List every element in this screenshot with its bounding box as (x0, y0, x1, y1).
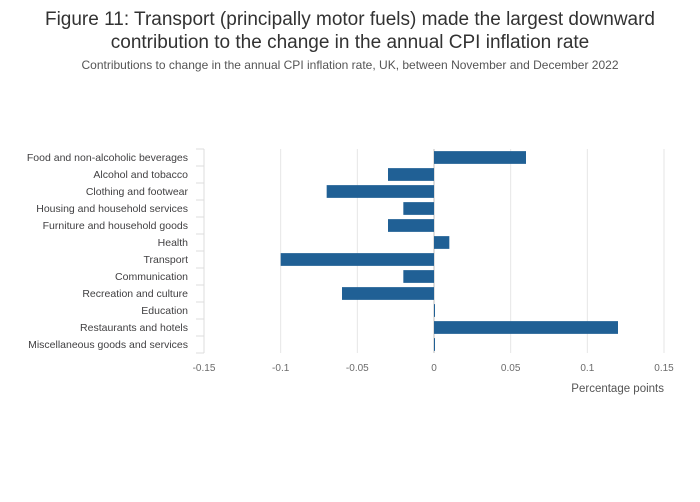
chart-subtitle: Contributions to change in the annual CP… (81, 58, 619, 72)
bar (434, 151, 526, 164)
x-tick-label: -0.15 (193, 363, 216, 374)
bar (326, 185, 434, 198)
category-label: Food and non-alcoholic beverages (27, 152, 188, 164)
bar (434, 338, 435, 351)
category-label: Housing and household services (36, 203, 188, 215)
category-label: Transport (143, 254, 188, 266)
gridlines (196, 148, 665, 354)
category-label: Furniture and household goods (43, 220, 188, 232)
bar (342, 287, 434, 300)
bar (388, 219, 434, 232)
x-tick-label: 0.05 (501, 363, 521, 374)
category-label: Clothing and footwear (86, 186, 189, 198)
x-axis-label: Percentage points (571, 383, 664, 395)
x-tick-label: 0.1 (580, 363, 594, 374)
bar (434, 321, 618, 334)
bar (434, 236, 450, 249)
x-tick-label: 0.15 (654, 363, 674, 374)
x-tick-labels: -0.15 -0.1 -0.05 0 0.05 0.1 0.15 (193, 363, 675, 374)
category-label: Education (141, 305, 188, 317)
category-label: Recreation and culture (82, 288, 188, 300)
x-tick-label: -0.1 (272, 363, 290, 374)
category-labels: Food and non-alcoholic beverages Alcohol … (27, 152, 189, 351)
category-label: Miscellaneous goods and services (28, 339, 188, 351)
chart-title: Figure 11: Transport (principally motor … (44, 9, 656, 53)
category-label: Health (158, 237, 189, 249)
x-tick-label: -0.05 (346, 363, 369, 374)
bar (434, 304, 435, 317)
bar (388, 168, 434, 181)
bar (280, 253, 434, 266)
bar (403, 202, 434, 215)
category-label: Communication (115, 271, 188, 283)
bars (280, 151, 618, 351)
bar (403, 270, 434, 283)
category-label: Alcohol and tobacco (93, 169, 188, 181)
x-tick-label: 0 (431, 363, 437, 374)
category-label: Restaurants and hotels (80, 322, 188, 334)
